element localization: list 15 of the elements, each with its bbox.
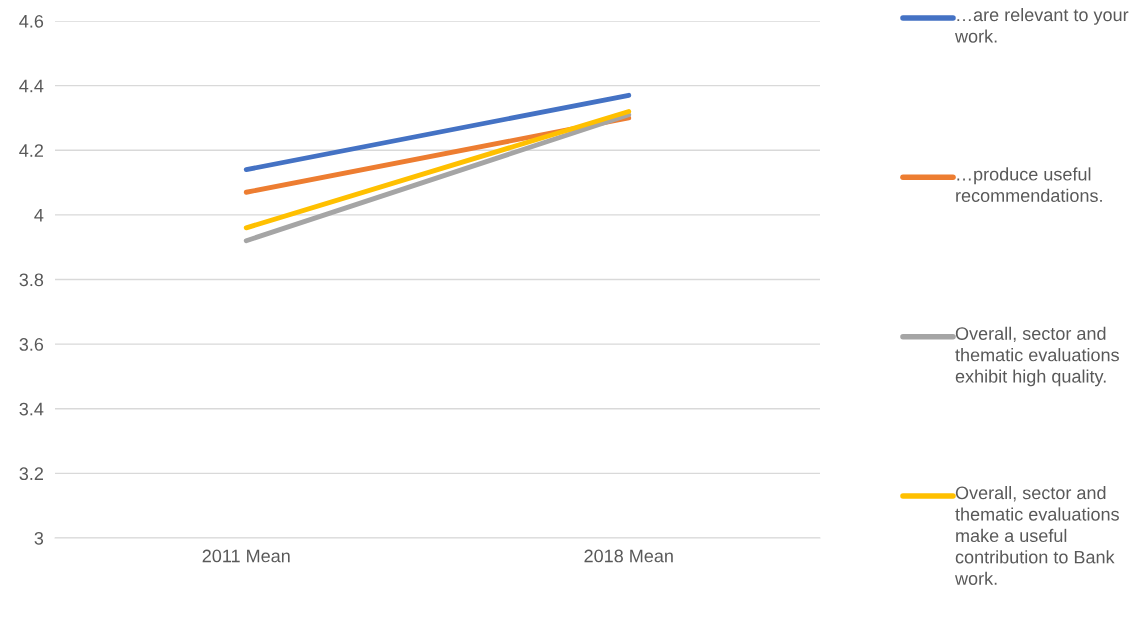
y-tick-label: 3.8 [19,273,44,287]
y-tick-label: 4.6 [19,14,44,28]
y-tick-label: 3 [34,531,44,545]
y-tick-label: 3.6 [19,338,44,351]
x-tick-label: 2011 Mean [202,549,290,563]
y-tick-label: 4.2 [19,144,43,157]
y-tick-label: 4.4 [19,79,44,93]
legend-label: …are relevant to your work. [954,8,1129,43]
legend-label: Overall, sector and thematic evaluations make a useful contribution to Bank work. [954,486,1119,585]
y-tick-label: 3.2 [19,467,43,481]
legend-label: …produce useful recommendations. [956,167,1102,203]
y-tick-label: 4 [34,209,44,222]
x-tick-label: 2018 Mean [584,549,673,563]
legend-label: Overall, sector and thematic evaluations exhibit high quality. [955,326,1119,387]
y-tick-label: 3.4 [19,402,44,416]
